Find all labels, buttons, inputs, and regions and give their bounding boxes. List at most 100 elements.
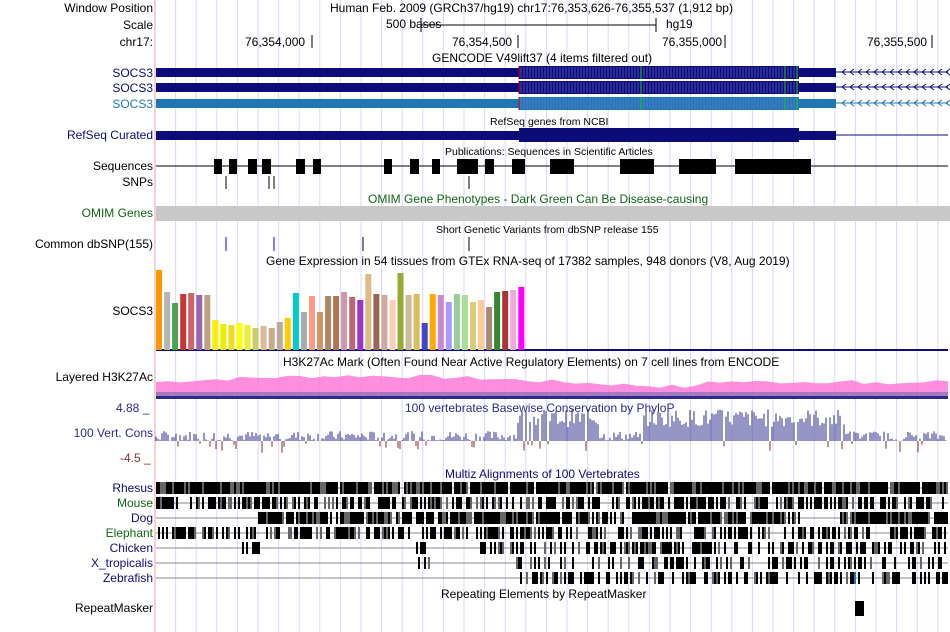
multiz-species-label[interactable]: Dog xyxy=(130,511,153,525)
alignment-block xyxy=(846,542,848,554)
alignment-block xyxy=(860,482,862,494)
alignment-block xyxy=(502,527,504,539)
gtex-bar xyxy=(260,326,267,350)
snps-track[interactable] xyxy=(225,176,470,189)
multiz-species-label[interactable]: Elephant xyxy=(105,526,153,540)
repeat-element[interactable] xyxy=(855,601,864,616)
alignment-block xyxy=(782,557,784,569)
gtex-track[interactable] xyxy=(156,270,948,351)
alignment-block xyxy=(922,482,924,494)
repeatmasker-label[interactable]: RepeatMasker xyxy=(74,601,153,615)
h3k27ac-label[interactable]: Layered H3K27Ac xyxy=(55,370,153,384)
alignment-block xyxy=(404,482,406,494)
gtex-bar xyxy=(180,294,187,350)
alignment-block xyxy=(554,482,556,494)
h3k27ac-track[interactable] xyxy=(156,374,948,399)
alignment-block xyxy=(412,482,414,494)
alignment-block xyxy=(838,497,840,509)
alignment-block xyxy=(696,497,698,509)
alignment-block xyxy=(748,557,750,569)
gencode-item-label[interactable]: SOCS3 xyxy=(112,66,153,80)
alignment-block xyxy=(856,512,858,524)
alignment-block xyxy=(468,512,470,524)
alignment-block xyxy=(570,482,572,494)
alignment-block xyxy=(702,527,704,539)
multiz-species-label[interactable]: Zebrafish xyxy=(102,571,153,585)
conservation-label[interactable]: 100 Vert. Cons xyxy=(73,426,153,440)
alignment-block xyxy=(320,527,322,539)
assembly-label: hg19 xyxy=(666,17,693,31)
alignment-block xyxy=(464,482,466,494)
alignment-block xyxy=(460,497,462,509)
multiz-species-label[interactable]: Rhesus xyxy=(112,481,153,495)
alignment-block xyxy=(610,512,612,524)
alignment-block xyxy=(174,527,176,539)
alignment-block xyxy=(928,557,930,569)
publications-label[interactable]: Sequences xyxy=(92,159,153,173)
publication-block xyxy=(229,159,237,174)
alignment-block xyxy=(670,542,672,554)
alignment-block xyxy=(844,557,846,569)
alignment-block xyxy=(476,482,478,494)
gencode-track[interactable] xyxy=(156,66,950,110)
alignment-block xyxy=(646,542,648,554)
omim-label[interactable]: OMIM Genes xyxy=(81,206,153,220)
alignment-block xyxy=(262,512,264,524)
refseq-label[interactable]: RefSeq Curated xyxy=(66,128,153,142)
dbsnp-track[interactable] xyxy=(225,237,470,251)
dbsnp-label[interactable]: Common dbSNP(155) xyxy=(34,237,153,251)
gtex-bar xyxy=(470,302,476,350)
alignment-block xyxy=(212,527,214,539)
alignment-block xyxy=(334,527,336,539)
alignment-block xyxy=(212,482,214,494)
conservation-track[interactable] xyxy=(155,409,947,453)
multiz-species-label[interactable]: Chicken xyxy=(109,541,153,555)
multiz-species-label[interactable]: Mouse xyxy=(116,496,153,510)
alignment-block xyxy=(872,572,874,584)
multiz-species-label[interactable]: X_tropicalis xyxy=(90,556,153,570)
alignment-block xyxy=(160,497,162,509)
refseq-track[interactable] xyxy=(156,128,948,142)
alignment-block xyxy=(380,512,382,524)
gtex-label[interactable]: SOCS3 xyxy=(112,304,153,318)
snps-label[interactable]: SNPs xyxy=(122,175,153,189)
alignment-block xyxy=(528,482,530,494)
alignment-block xyxy=(446,497,448,509)
alignment-block xyxy=(774,557,776,569)
alignment-block xyxy=(590,482,592,494)
alignment-block xyxy=(518,482,520,494)
alignment-block xyxy=(326,482,328,494)
alignment-block xyxy=(404,497,406,509)
alignment-block xyxy=(542,572,544,584)
omim-bar[interactable] xyxy=(156,206,950,221)
alignment-block xyxy=(616,572,618,584)
gencode-item-label[interactable]: SOCS3 xyxy=(112,81,153,95)
alignment-block xyxy=(230,482,232,494)
publications-track[interactable] xyxy=(156,159,948,174)
alignment-block xyxy=(256,482,258,494)
ruler-tick-label: 76,355,000 xyxy=(662,35,723,49)
alignment-block xyxy=(480,482,482,494)
alignment-block xyxy=(768,572,770,584)
alignment-block xyxy=(510,527,512,539)
alignment-block xyxy=(898,572,900,584)
alignment-block xyxy=(310,482,312,494)
alignment-block xyxy=(508,512,510,524)
alignment-block xyxy=(614,542,616,554)
alignment-block xyxy=(634,497,636,509)
alignment-block xyxy=(398,482,400,494)
gencode-item-label[interactable]: SOCS3 xyxy=(112,97,153,111)
alignment-block xyxy=(316,497,318,509)
gtex-bar xyxy=(268,328,275,350)
strand-arrow xyxy=(945,68,950,76)
alignment-block xyxy=(538,557,540,569)
multiz-track[interactable] xyxy=(156,482,948,584)
alignment-block xyxy=(324,482,326,494)
alignment-block xyxy=(840,542,842,554)
strand-arrow xyxy=(865,99,871,107)
alignment-block xyxy=(818,557,820,569)
alignment-block xyxy=(678,527,680,539)
alignment-block xyxy=(596,497,598,509)
strand-arrow xyxy=(945,83,950,91)
alignment-block xyxy=(184,527,186,539)
